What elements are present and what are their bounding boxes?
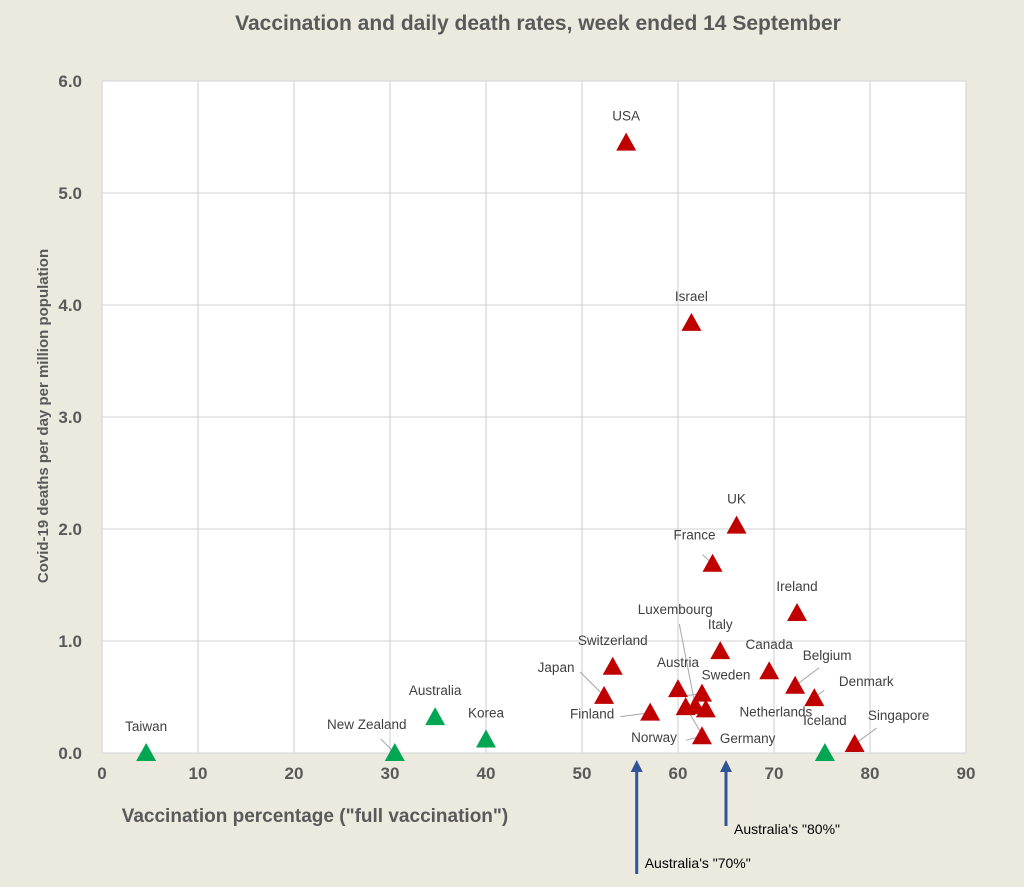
point-switzerland <box>602 656 623 675</box>
data-points <box>136 132 865 761</box>
label-sweden: Sweden <box>702 668 751 683</box>
y-tick-label: 3.0 <box>58 408 82 427</box>
x-tick-label: 90 <box>957 764 976 783</box>
label-austria: Austria <box>657 655 700 670</box>
y-tick-label: 2.0 <box>58 520 82 539</box>
point-france <box>702 553 723 572</box>
x-tick-label: 0 <box>97 764 106 783</box>
label-taiwan: Taiwan <box>125 719 167 734</box>
leader-japan <box>579 671 605 697</box>
label-korea: Korea <box>468 706 505 721</box>
label-uk: UK <box>727 492 746 507</box>
point-labels: Taiwan New Zealand Australia Korea Iceland US… <box>125 109 929 746</box>
point-new-zealand <box>384 743 405 761</box>
leader-belgium <box>794 667 820 687</box>
annotation-label: Australia's "70%" <box>645 855 751 871</box>
label-australia: Australia <box>409 683 462 698</box>
point-uk <box>726 515 747 534</box>
label-ireland: Ireland <box>776 579 817 594</box>
label-usa: USA <box>612 109 640 124</box>
label-luxembourg: Luxembourg <box>638 602 713 617</box>
y-tick-labels: 0.0 1.0 2.0 3.0 4.0 5.0 6.0 <box>58 72 82 763</box>
y-tick-label: 6.0 <box>58 72 82 91</box>
annotation-label: Australia's "80%" <box>734 821 840 837</box>
y-tick-label: 0.0 <box>58 744 82 763</box>
annotations: Australia's "70%" Australia's "80%" <box>630 760 840 874</box>
point-sweden <box>692 683 712 702</box>
label-japan: Japan <box>538 660 575 675</box>
label-singapore: Singapore <box>868 708 930 723</box>
x-tick-label: 30 <box>381 764 400 783</box>
label-new-zealand: New Zealand <box>327 717 407 732</box>
label-israel: Israel <box>675 289 708 304</box>
label-iceland: Iceland <box>803 713 847 728</box>
label-switzerland: Switzerland <box>578 633 648 648</box>
label-netherlands: Netherlands <box>739 704 812 719</box>
point-iceland <box>814 743 835 761</box>
annotation-arrowhead <box>720 760 732 772</box>
chart-title: Vaccination and daily death rates, week … <box>235 12 841 35</box>
label-norway: Norway <box>631 730 677 745</box>
point-taiwan <box>136 743 157 761</box>
point-netherlands <box>695 699 716 718</box>
point-israel <box>681 312 702 331</box>
point-japan <box>594 685 615 704</box>
label-italy: Italy <box>708 617 733 632</box>
point-ireland <box>787 603 808 621</box>
y-tick-label: 4.0 <box>58 296 82 315</box>
point-singapore <box>844 734 865 753</box>
point-denmark <box>804 688 825 707</box>
point-belgium <box>785 675 806 694</box>
y-axis-label: Covid-19 deaths per day per million popu… <box>35 249 52 583</box>
x-tick-label: 40 <box>477 764 496 783</box>
label-denmark: Denmark <box>839 674 894 689</box>
point-korea <box>476 729 496 748</box>
x-tick-label: 70 <box>765 764 784 783</box>
label-france: France <box>674 528 716 543</box>
point-usa <box>616 132 637 151</box>
x-tick-label: 10 <box>189 764 208 783</box>
x-tick-labels: 0 10 20 30 40 50 60 70 80 90 <box>97 764 975 783</box>
point-finland <box>640 702 661 721</box>
y-tick-label: 5.0 <box>58 184 82 203</box>
point-germany <box>675 697 696 716</box>
x-tick-label: 80 <box>861 764 880 783</box>
annotation-arrowhead <box>630 760 643 772</box>
x-axis-label: Vaccination percentage ("full vaccinatio… <box>122 806 509 827</box>
label-finland: Finland <box>570 707 614 722</box>
x-tick-label: 50 <box>573 764 592 783</box>
x-tick-label: 20 <box>285 764 304 783</box>
point-austria <box>668 679 688 698</box>
point-norway <box>692 726 712 745</box>
point-italy <box>710 641 731 660</box>
x-tick-label: 60 <box>669 764 688 783</box>
y-tick-label: 1.0 <box>58 632 82 651</box>
leader-luxembourg <box>678 623 696 707</box>
point-australia <box>425 707 446 726</box>
label-belgium: Belgium <box>803 648 852 663</box>
point-canada <box>759 661 780 680</box>
label-canada: Canada <box>746 637 794 652</box>
label-germany: Germany <box>720 731 776 746</box>
